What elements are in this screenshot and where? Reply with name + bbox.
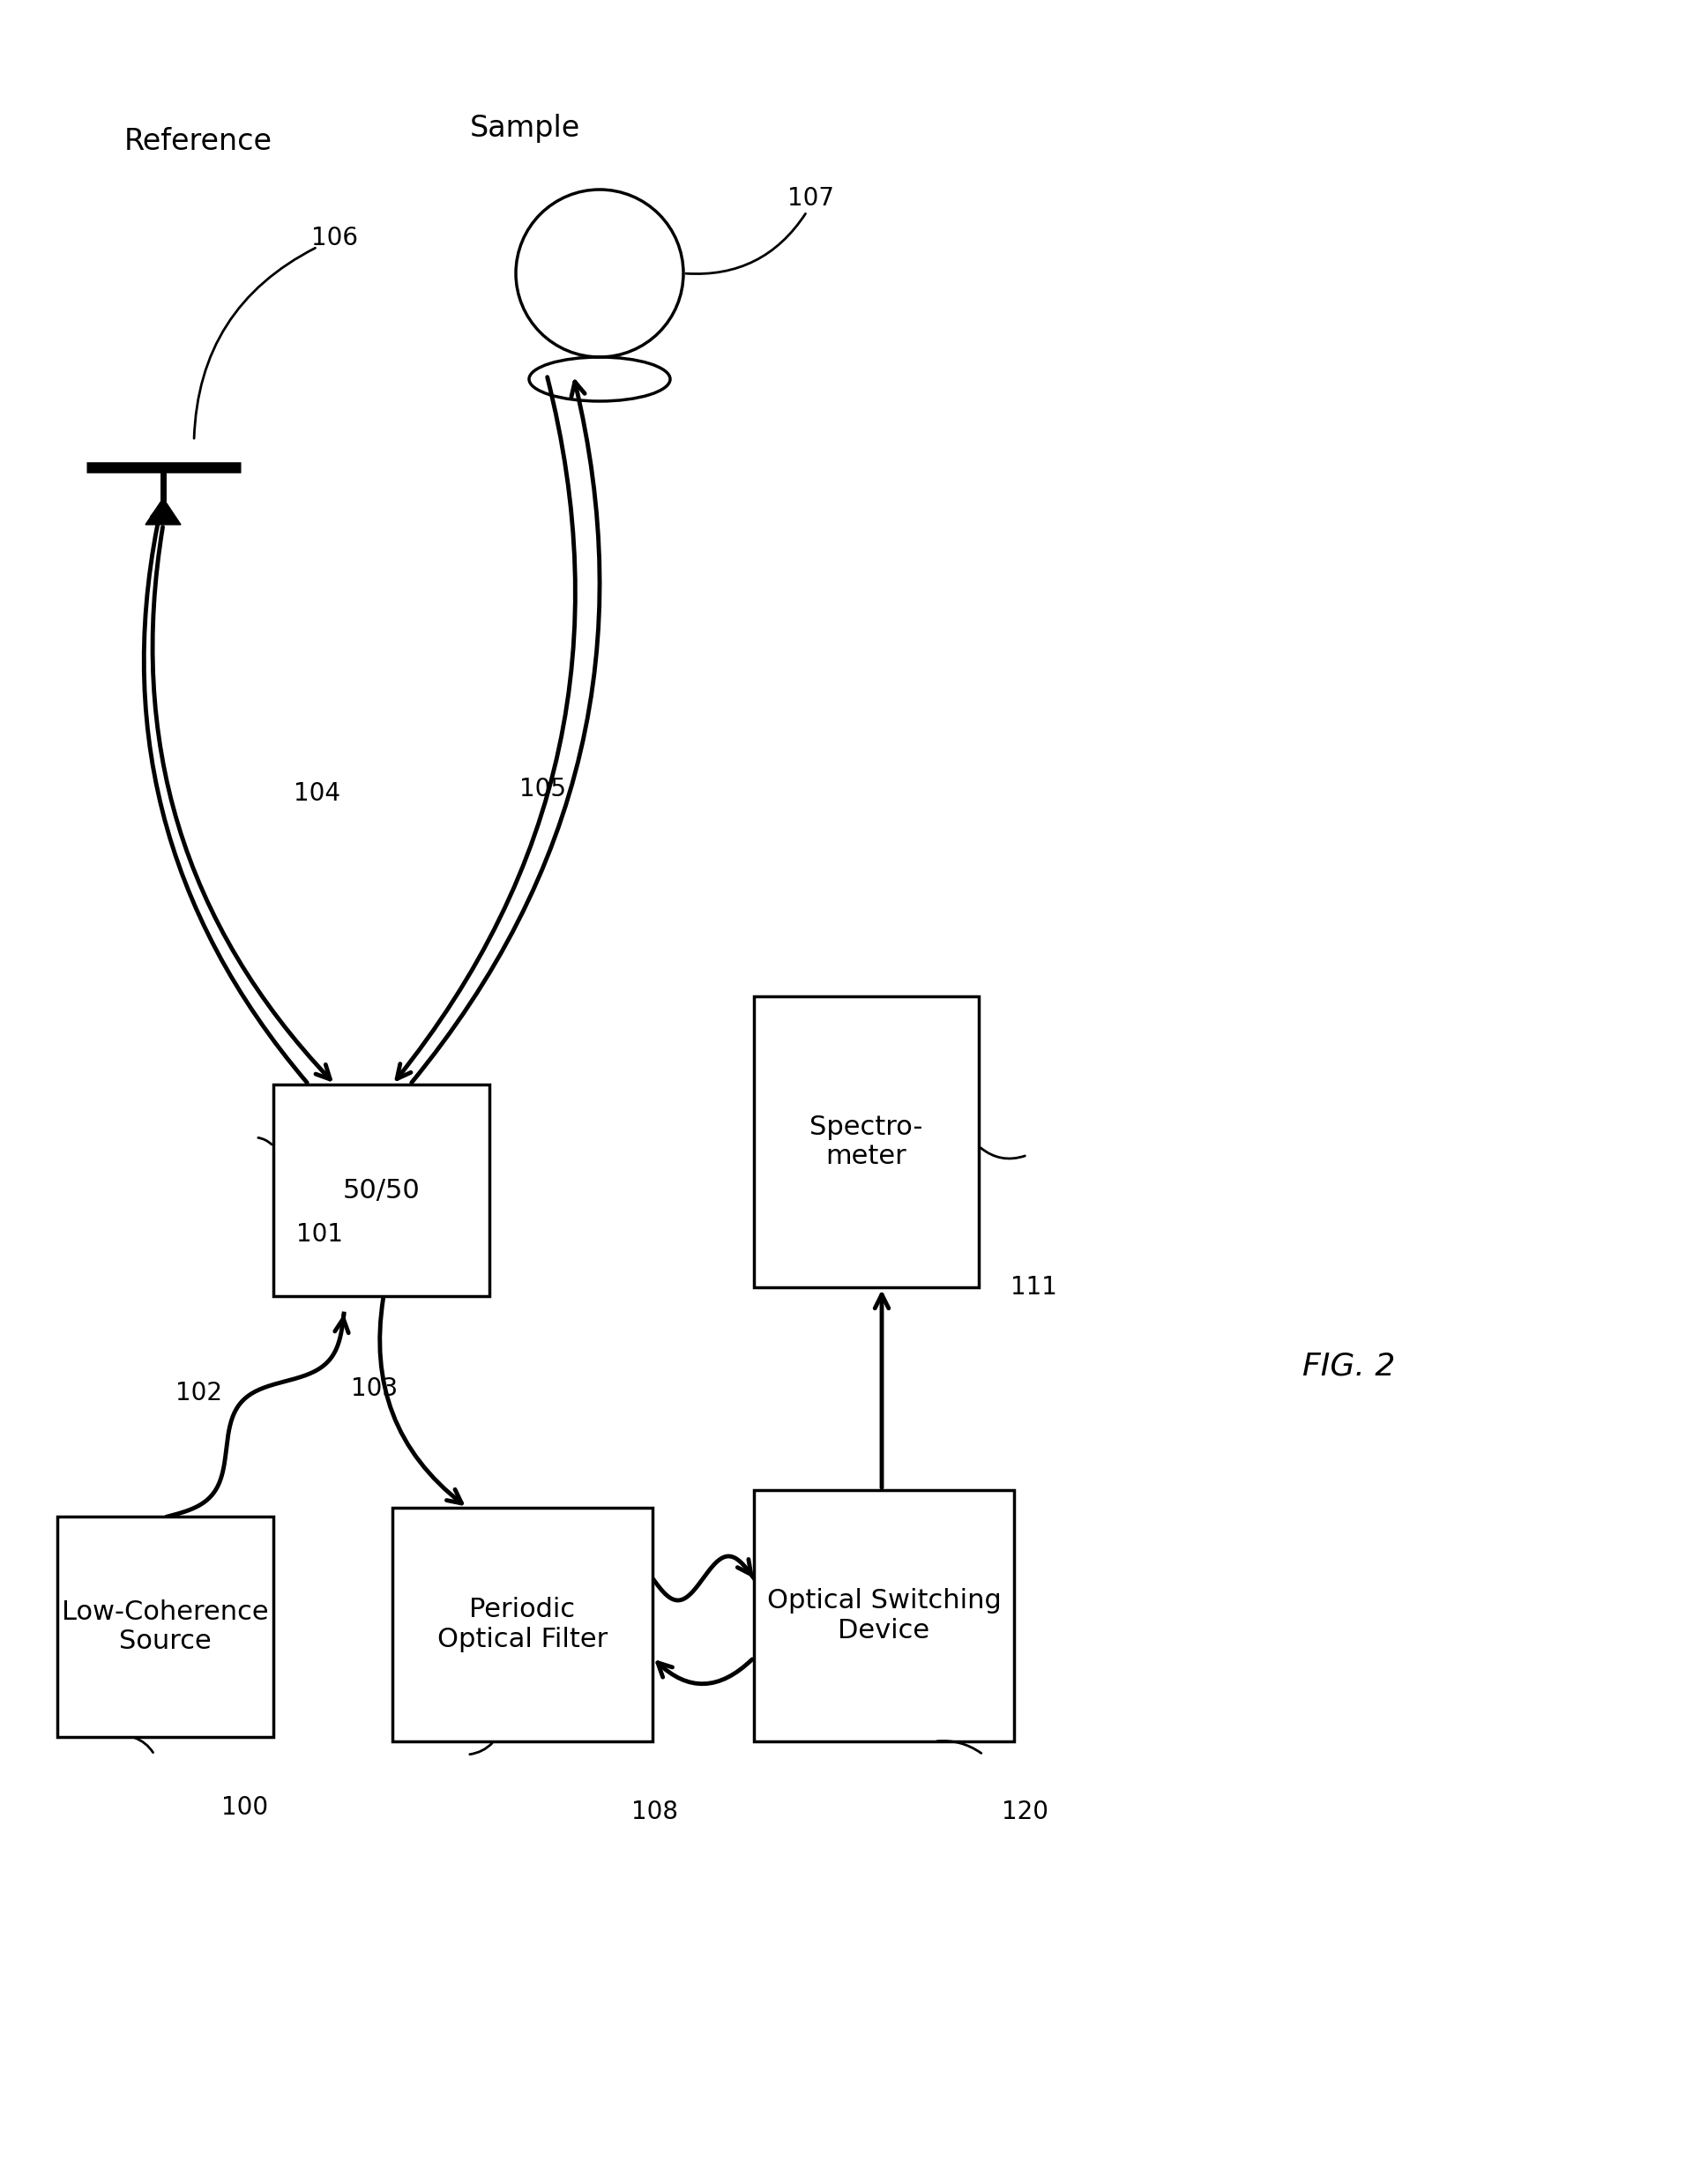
Text: Spectro-
meter: Spectro- meter (810, 1114, 922, 1168)
Bar (58, 1516, 273, 1736)
Text: Sample: Sample (470, 114, 581, 142)
Text: Optical Switching
Device: Optical Switching Device (767, 1588, 1001, 1642)
Text: 105: 105 (519, 778, 565, 802)
Text: 50/50: 50/50 (343, 1177, 420, 1203)
Text: FIG. 2: FIG. 2 (1303, 1352, 1395, 1382)
Bar (393, 1507, 652, 1741)
Text: 101: 101 (295, 1223, 343, 1247)
Polygon shape (145, 498, 181, 524)
Text: Reference: Reference (125, 127, 273, 155)
Text: 107: 107 (787, 186, 835, 210)
Bar (273, 1085, 490, 1295)
Text: 120: 120 (1001, 1800, 1049, 1824)
Text: 111: 111 (1011, 1275, 1057, 1299)
Text: 103: 103 (352, 1376, 398, 1402)
Text: 104: 104 (294, 782, 342, 806)
Bar (753, 996, 979, 1286)
Bar (753, 1489, 1015, 1741)
Text: Low-Coherence
Source: Low-Coherence Source (61, 1599, 268, 1653)
Text: 108: 108 (632, 1800, 678, 1824)
Text: 102: 102 (174, 1380, 222, 1406)
Text: 106: 106 (311, 225, 359, 251)
Text: Periodic
Optical Filter: Periodic Optical Filter (437, 1597, 608, 1651)
Text: 100: 100 (222, 1795, 268, 1819)
